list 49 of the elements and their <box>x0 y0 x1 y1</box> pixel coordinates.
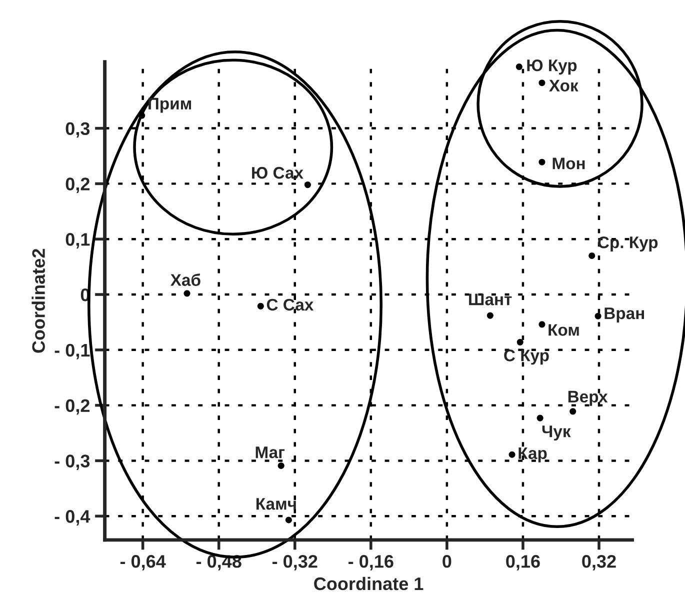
point <box>538 80 546 86</box>
annotation: Ком <box>548 324 579 336</box>
x-axis-title: Coordinate 1 <box>314 576 424 590</box>
y-tick-label: - 0,2 <box>54 399 90 415</box>
point <box>538 158 546 166</box>
annotation: Кар <box>518 447 547 462</box>
point <box>594 312 602 320</box>
point <box>536 414 544 422</box>
annotation: Хок <box>549 80 578 92</box>
y-axis-title: Coordinate2 <box>32 248 45 353</box>
point <box>304 182 311 188</box>
x-tick-label: - 0,32 <box>272 555 318 570</box>
annotation: Камч <box>256 498 296 510</box>
x-tick-label: 0 <box>442 555 452 568</box>
point <box>538 321 546 328</box>
point <box>508 451 516 458</box>
x-tick-label: - 0,64 <box>120 555 166 570</box>
annotation: С Кур <box>504 350 549 365</box>
point <box>486 312 494 319</box>
y-tick-label: 0,1 <box>66 233 90 248</box>
annotation: Вран <box>604 308 644 322</box>
annotation: Шант <box>469 294 512 306</box>
annotation: Ср. Кур <box>598 236 658 252</box>
point <box>516 338 524 346</box>
point <box>257 302 264 310</box>
point <box>570 408 576 415</box>
point <box>138 112 146 119</box>
y-tick-label: - 0,3 <box>54 454 90 470</box>
x-tick-label: - 0,16 <box>348 555 394 570</box>
y-tick-label: - 0,1 <box>54 344 90 360</box>
annotation: Ю Кур <box>527 59 577 75</box>
annotation: Хаб <box>170 274 200 286</box>
annotation: Прим <box>148 98 191 113</box>
x-tick-label: 0,16 <box>506 555 540 570</box>
point <box>516 64 522 70</box>
y-tick-label: - 0,4 <box>54 510 90 526</box>
point <box>184 290 190 297</box>
point <box>588 252 596 259</box>
point <box>285 516 292 524</box>
annotation: Верх <box>568 390 608 406</box>
annotation: Ю Сах <box>252 166 304 179</box>
annotation: С Сах <box>266 298 314 311</box>
annotation: Маг <box>256 446 285 458</box>
y-tick-label: 0,2 <box>66 178 90 194</box>
x-tick-label: 0,32 <box>582 555 616 570</box>
point <box>278 462 284 469</box>
annotation: Мон <box>552 158 585 170</box>
y-tick-label: 0,3 <box>66 122 90 138</box>
annotation: Чук <box>542 426 571 441</box>
